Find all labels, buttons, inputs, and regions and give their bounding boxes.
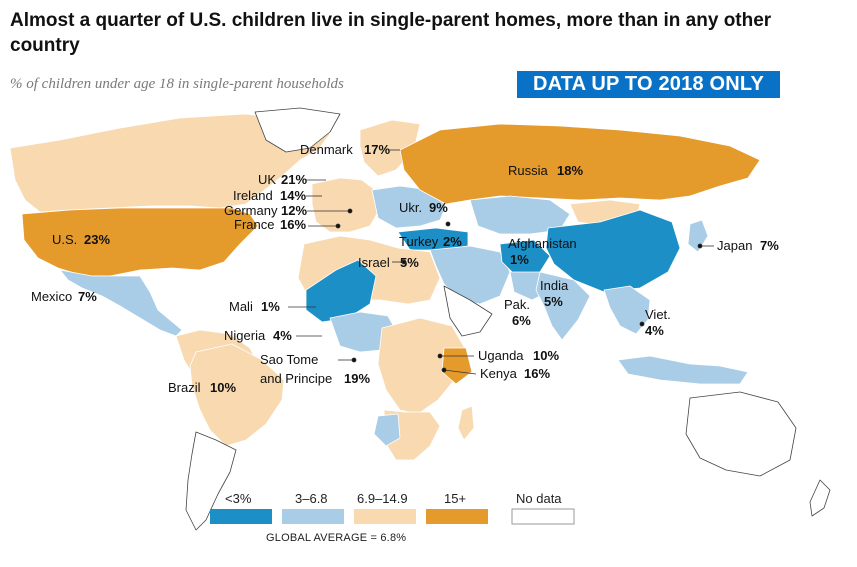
label-germany-value: 12% [281, 203, 307, 218]
label-japan-name: Japan [717, 238, 752, 253]
label-ireland-name: Ireland [233, 188, 273, 203]
label-israel-value: 5% [400, 255, 419, 270]
label-kenya-value: 16% [524, 366, 550, 381]
region-russia [399, 123, 761, 205]
label-nigeria-name: Nigeria [224, 328, 266, 343]
region-kenya [441, 347, 473, 385]
label-ukraine-name: Ukr. [399, 200, 422, 215]
label-japan-value: 7% [760, 238, 779, 253]
region-scandinavia [359, 119, 421, 177]
label-turkey-value: 2% [443, 234, 462, 249]
region-usa [21, 207, 259, 277]
region-central-africa [377, 317, 467, 415]
legend-label-c15: 15+ [444, 491, 466, 506]
label-brazil-name: Brazil [168, 380, 201, 395]
region-arabia [443, 285, 493, 337]
chart-subtitle: % of children under age 18 in single-par… [10, 76, 344, 92]
label-sao-tome-line2: and Principe [260, 371, 332, 386]
region-indonesia [617, 355, 749, 385]
label-denmark-name: Denmark [300, 142, 353, 157]
label-mexico-name: Mexico [31, 289, 72, 304]
label-france-value: 16% [280, 217, 306, 232]
label-sao-tome-value: 19% [344, 371, 370, 386]
label-uk-name: UK [258, 172, 276, 187]
label-russia-value: 18% [557, 163, 583, 178]
label-nigeria-value: 4% [273, 328, 292, 343]
label-pakistan-value: 6% [512, 313, 531, 328]
region-greenland [254, 107, 341, 153]
label-vietnam-name: Viet. [645, 307, 671, 322]
legend-swatch-c3-6 [282, 509, 344, 524]
region-se-asia [603, 285, 651, 335]
label-mali-value: 1% [261, 299, 280, 314]
data-range-banner: DATA UP TO 2018 ONLY [517, 71, 780, 98]
global-average: GLOBAL AVERAGE = 6.8% [266, 532, 406, 544]
label-denmark-value: 17% [364, 142, 390, 157]
legend-swatch-lt3 [210, 509, 272, 524]
label-brazil-value: 10% [210, 380, 236, 395]
label-afghanistan-value: 1% [510, 252, 529, 267]
label-pakistan-name: Pak. [504, 297, 530, 312]
region-madagascar [457, 405, 475, 441]
legend-swatch-nodata [511, 508, 575, 525]
legend-swatch-c6-14 [354, 509, 416, 524]
label-us-name: U.S. [52, 232, 77, 247]
label-uganda-value: 10% [533, 348, 559, 363]
label-israel-name: Israel [358, 255, 390, 270]
region-australia [685, 391, 797, 477]
region-eastern-europe [371, 185, 447, 229]
label-germany-name: Germany [224, 203, 278, 218]
label-sao-tome-line1: Sao Tome [260, 352, 318, 367]
label-france-name: France [234, 217, 274, 232]
label-turkey-name: Turkey [399, 234, 439, 249]
region-middle-east [429, 245, 511, 305]
label-afghanistan-name: Afghanistan [508, 236, 577, 251]
label-us-value: 23% [84, 232, 110, 247]
region-europe-west [311, 177, 379, 233]
label-kenya-name: Kenya [480, 366, 518, 381]
label-ireland-value: 14% [280, 188, 306, 203]
label-uk-value: 21% [281, 172, 307, 187]
region-brazil [189, 343, 285, 447]
label-india-name: India [540, 278, 569, 293]
label-mexico-value: 7% [78, 289, 97, 304]
legend-swatch-c15 [426, 509, 488, 524]
label-india-value: 5% [544, 294, 563, 309]
legend-label-c3-6: 3–6.8 [295, 491, 328, 506]
region-china [545, 209, 681, 293]
region-japan [687, 219, 709, 253]
region-southern-africa-blue [373, 413, 401, 447]
label-ukraine-value: 9% [429, 200, 448, 215]
region-southern-cone [185, 431, 237, 531]
legend-label-c6-14: 6.9–14.9 [357, 491, 408, 506]
legend-label-lt3: <3% [225, 491, 252, 506]
label-uganda-name: Uganda [478, 348, 524, 363]
label-russia-name: Russia [508, 163, 549, 178]
label-vietnam-value: 4% [645, 323, 664, 338]
chart-title: Almost a quarter of U.S. children live i… [10, 10, 772, 56]
region-mexico [59, 269, 183, 337]
legend-label-nodata: No data [516, 491, 562, 506]
region-mali [305, 259, 377, 323]
region-new-zealand [809, 479, 831, 517]
label-mali-name: Mali [229, 299, 253, 314]
region-india [535, 271, 591, 341]
